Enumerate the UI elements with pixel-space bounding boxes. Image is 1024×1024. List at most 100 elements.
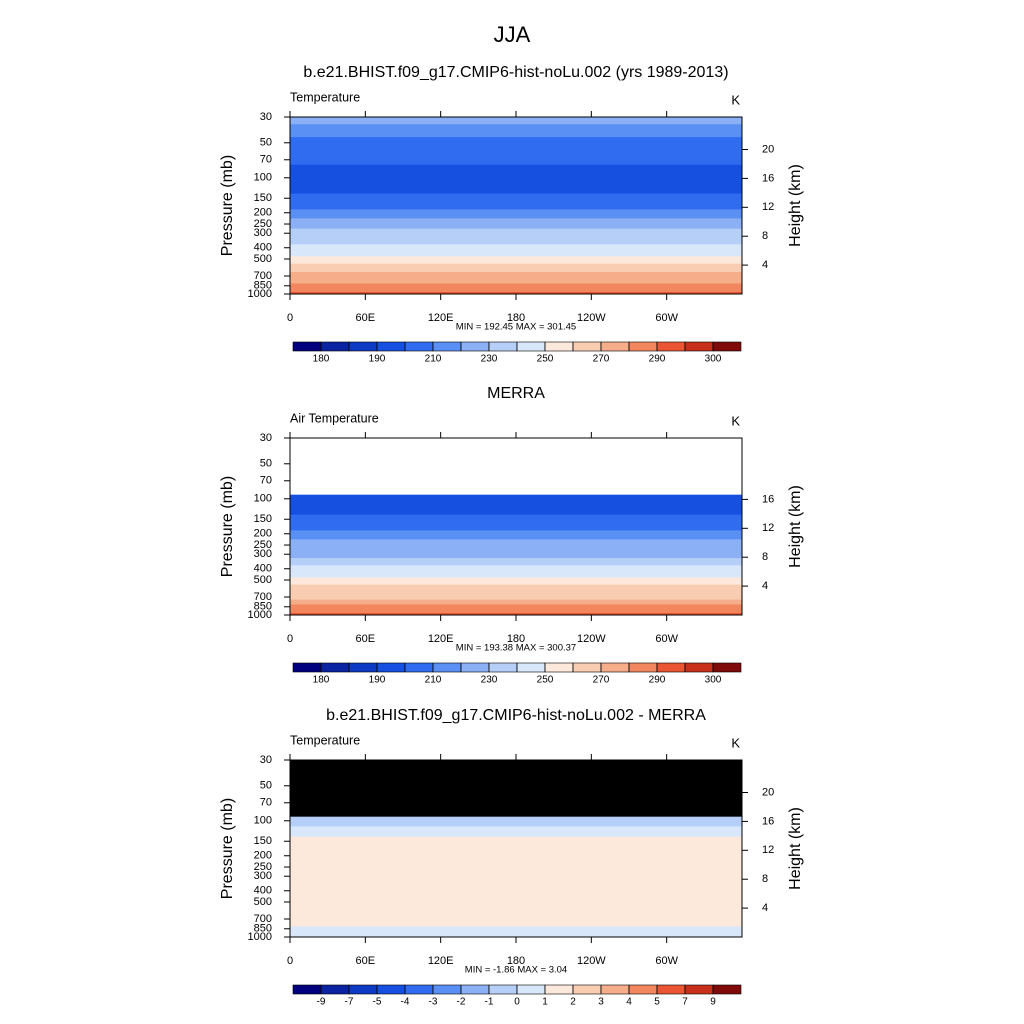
field-band	[290, 494, 742, 505]
field-band	[290, 283, 742, 289]
field-band	[290, 514, 742, 524]
field-band	[290, 893, 742, 900]
colorbar-label: 180	[313, 354, 330, 365]
colorbar-box	[488, 984, 518, 995]
colorbar-box	[460, 984, 490, 995]
stats-label: MIN = 192.45 MAX = 301.45	[456, 322, 576, 333]
colorbar-box	[656, 662, 686, 673]
field-band	[290, 476, 742, 487]
field-band	[290, 155, 742, 166]
y2-tick-label: 16	[762, 815, 774, 827]
y-tick-label: 30	[260, 432, 272, 444]
field-band	[290, 530, 742, 540]
stats-label: MIN = 193.38 MAX = 300.37	[456, 643, 576, 654]
field-band	[290, 193, 742, 203]
colorbar-label: 1	[542, 997, 548, 1008]
field-band	[290, 780, 742, 791]
x-tick-label: 0	[287, 633, 293, 645]
colorbar-box	[292, 341, 322, 352]
colorbar-label: 9	[710, 997, 716, 1008]
x-tick-label: 0	[287, 955, 293, 967]
colorbar-label: 2	[570, 997, 576, 1008]
x-tick-label: 120W	[577, 312, 606, 324]
field-band	[290, 915, 742, 923]
field-band	[290, 930, 742, 936]
field-band	[290, 164, 742, 175]
field-band	[290, 767, 742, 781]
colorbar-box	[544, 662, 574, 673]
colorbar-label: -9	[317, 997, 326, 1008]
y-tick-label: 850	[254, 280, 272, 292]
y-tick-label: 150	[254, 192, 272, 204]
x-tick-label: 180	[507, 633, 525, 645]
x-tick-label: 60W	[655, 633, 678, 645]
y-tick-label: 100	[254, 493, 272, 505]
y2-tick-label: 8	[762, 873, 768, 885]
field-band	[290, 504, 742, 516]
colorbar-box	[684, 662, 714, 673]
field-band	[290, 807, 742, 818]
field-band	[290, 244, 742, 252]
field-band	[290, 228, 742, 238]
colorbar-box	[488, 662, 518, 673]
field-band	[290, 558, 742, 566]
colorbar-box	[348, 984, 378, 995]
field-band	[290, 549, 742, 559]
field-band	[290, 137, 742, 148]
colorbar-label: 290	[649, 675, 666, 686]
y-tick-label: 100	[254, 815, 272, 827]
field-band	[290, 438, 742, 446]
x-tick-label: 120E	[428, 312, 454, 324]
units-label: K	[731, 92, 740, 107]
colorbar-box	[600, 341, 630, 352]
units-label: K	[731, 735, 740, 750]
colorbar-box	[460, 341, 490, 352]
colorbar-box	[404, 341, 434, 352]
field-band	[290, 906, 742, 916]
colorbar-box	[348, 341, 378, 352]
field-band	[290, 861, 742, 873]
field-band	[290, 926, 742, 932]
y-tick-label: 700	[254, 913, 272, 925]
field-band	[290, 183, 742, 195]
colorbar-box	[572, 984, 602, 995]
colorbar-label: 3	[598, 997, 604, 1008]
colorbar-box	[488, 341, 518, 352]
field-band	[290, 218, 742, 230]
y2-tick-label: 4	[762, 259, 768, 271]
colorbar-label: 190	[369, 354, 386, 365]
field-band	[290, 458, 742, 469]
colorbar-label: 300	[705, 675, 722, 686]
y-axis-label: Pressure (mb)	[219, 476, 236, 577]
y-tick-label: 100	[254, 172, 272, 184]
colorbar-box	[516, 341, 546, 352]
y-tick-label: 30	[260, 754, 272, 766]
field-band	[290, 173, 742, 184]
colorbar-box	[572, 341, 602, 352]
y2-tick-label: 12	[762, 522, 774, 534]
colorbar-label: 180	[313, 675, 330, 686]
x-tick-label: 120E	[428, 955, 454, 967]
field-band	[290, 485, 742, 496]
colorbar-label: 4	[626, 997, 632, 1008]
colorbar-box	[432, 662, 462, 673]
y-tick-label: 300	[254, 548, 272, 560]
colorbar-label: -1	[485, 997, 494, 1008]
x-tick-label: 180	[507, 955, 525, 967]
y-tick-label: 50	[260, 458, 272, 470]
colorbar-label: 230	[481, 675, 498, 686]
field-band	[290, 209, 742, 219]
y-axis-label: Pressure (mb)	[219, 798, 236, 899]
x-tick-label: 120W	[577, 633, 606, 645]
left-label: Temperature	[290, 733, 360, 747]
y-tick-label: 1000	[248, 288, 272, 300]
colorbar-label: 210	[425, 675, 442, 686]
field-band	[290, 577, 742, 586]
field-band	[290, 790, 742, 800]
colorbar-box	[376, 662, 406, 673]
y-tick-label: 70	[260, 154, 272, 166]
colorbar-box	[348, 662, 378, 673]
y2-axis-label: Height (km)	[787, 807, 804, 890]
field-band	[290, 202, 742, 210]
left-label: Air Temperature	[290, 411, 379, 425]
